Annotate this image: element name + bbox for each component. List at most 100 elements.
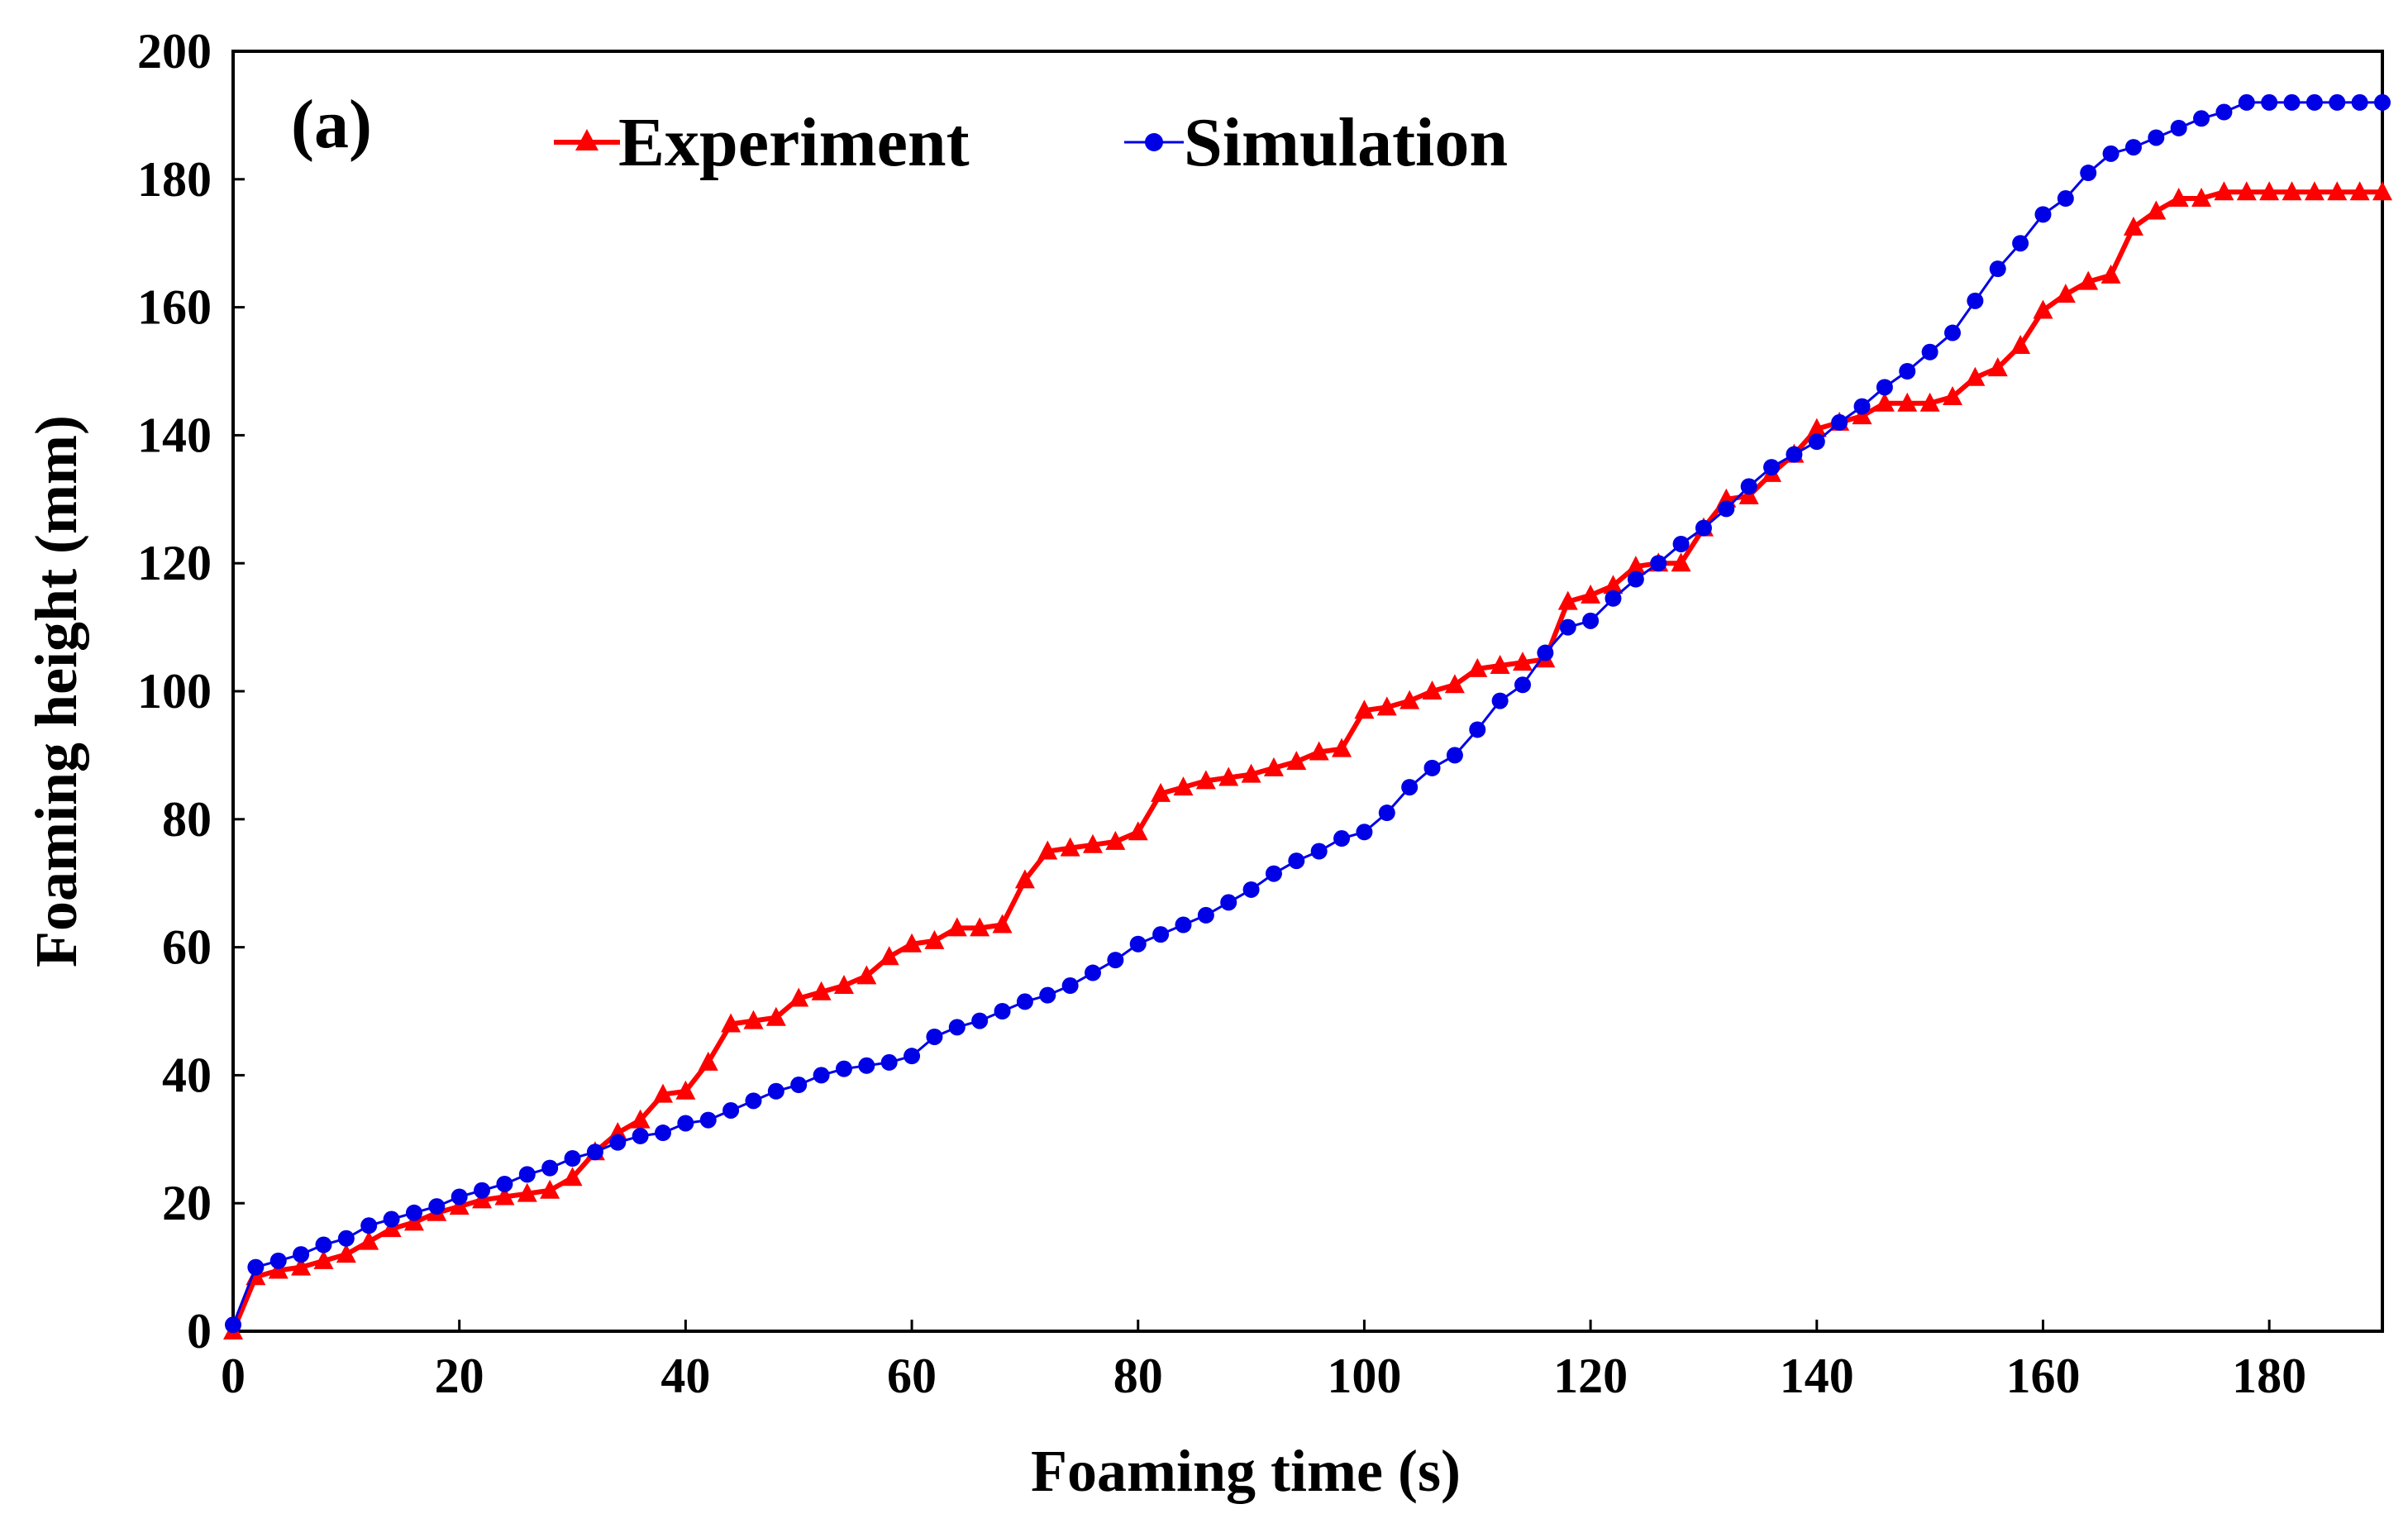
simulation-point: [2012, 235, 2029, 252]
simulation-point: [1672, 535, 1690, 552]
x-tick-label: 160: [2005, 1349, 2080, 1403]
experiment-point: [1286, 751, 1307, 771]
experiment-point: [1376, 696, 1397, 716]
experiment-point: [653, 1083, 673, 1103]
experiment-point: [2236, 181, 2257, 201]
experiment-point: [1965, 366, 1986, 386]
experiment-point: [1195, 770, 1216, 790]
simulation-point: [2148, 129, 2165, 146]
simulation-line: [231, 101, 2382, 1325]
experiment-point: [1490, 655, 1510, 675]
experiment-point: [336, 1244, 356, 1263]
experiment-point: [2146, 200, 2167, 220]
experiment-point: [2078, 270, 2099, 290]
simulation-point: [518, 1166, 536, 1183]
experiment-point: [1309, 741, 1329, 761]
experiment-point: [970, 917, 990, 937]
simulation-point: [1582, 612, 1600, 629]
experiment-point: [517, 1182, 537, 1202]
experiment-point: [1557, 590, 1578, 610]
experiment-point: [1897, 392, 1918, 412]
simulation-point: [1967, 292, 1984, 309]
simulation-point: [1627, 571, 1644, 588]
simulation-point: [1423, 759, 1441, 776]
simulation-point: [745, 1092, 762, 1110]
simulation-point: [1899, 363, 1916, 380]
experiment-point: [1943, 385, 1962, 405]
simulation-point: [813, 1067, 830, 1084]
simulation-point: [1989, 260, 2006, 278]
experiment-point: [2168, 188, 2189, 208]
simulation-point: [1356, 824, 1373, 841]
series-simulation: [225, 93, 2391, 1334]
simulation-point: [790, 1077, 808, 1094]
simulation-point: [360, 1217, 378, 1234]
simulation-point: [632, 1127, 649, 1144]
simulation-point: [541, 1159, 559, 1177]
experiment-point: [1852, 405, 1872, 425]
simulation-point: [2305, 93, 2323, 111]
panel-label: (a): [291, 86, 372, 163]
experiment-point: [449, 1196, 470, 1215]
simulation-point: [994, 1003, 1011, 1019]
simulation-point: [1537, 644, 1554, 661]
legend-simulation-marker: [1145, 133, 1163, 151]
simulation-point: [609, 1134, 627, 1151]
experiment-point: [2282, 181, 2302, 201]
experiment-point: [540, 1179, 560, 1199]
series-layer: [223, 93, 2392, 1339]
x-tick-label: 120: [1553, 1349, 1628, 1403]
experiment-point: [291, 1256, 312, 1276]
simulation-point: [904, 1048, 921, 1065]
experiment-point: [1671, 552, 1691, 572]
simulation-point: [1265, 865, 1282, 882]
experiment-point: [2349, 181, 2370, 201]
simulation-point: [474, 1182, 491, 1199]
simulation-point: [1242, 881, 1260, 898]
x-tick-label: 140: [1780, 1349, 1854, 1403]
simulation-point: [1559, 618, 1576, 636]
y-tick-label: 60: [162, 920, 212, 975]
simulation-point: [677, 1115, 694, 1132]
simulation-point: [2215, 103, 2233, 121]
y-tick-label: 120: [137, 536, 212, 590]
y-tick-label: 40: [162, 1048, 212, 1102]
simulation-point: [2124, 139, 2142, 156]
simulation-point: [1446, 747, 1463, 764]
simulation-point: [971, 1012, 989, 1029]
simulation-point: [926, 1028, 943, 1045]
simulation-point: [1197, 906, 1214, 924]
x-tick-label: 60: [887, 1349, 937, 1403]
experiment-point: [1513, 652, 1533, 671]
simulation-point: [2034, 206, 2052, 223]
simulation-point: [1853, 398, 1871, 415]
experiment-point: [2010, 335, 2031, 355]
x-tick-label: 180: [2232, 1349, 2306, 1403]
simulation-point: [655, 1125, 671, 1142]
legend-experiment-label: Experiment: [618, 104, 970, 181]
simulation-point: [2170, 119, 2187, 136]
simulation-point: [2102, 145, 2120, 162]
x-axis-ticks: 0 20 40 60 80 100 120 140 160 180: [221, 1320, 2306, 1403]
simulation-point: [835, 1060, 852, 1077]
experiment-point: [1987, 357, 2008, 377]
experiment-point: [856, 965, 877, 985]
simulation-point: [1288, 852, 1305, 870]
y-axis-label: Foaming height (mm): [23, 415, 89, 967]
experiment-point: [947, 917, 967, 937]
y-tick-label: 0: [187, 1304, 212, 1358]
y-tick-label: 180: [137, 152, 212, 207]
simulation-point: [1152, 926, 1170, 943]
experiment-point: [789, 987, 809, 1007]
simulation-point: [2329, 93, 2346, 111]
simulation-point: [451, 1188, 468, 1206]
y-tick-label: 140: [137, 408, 212, 462]
simulation-point: [1876, 379, 1893, 396]
simulation-point: [2080, 165, 2097, 182]
simulation-point: [1469, 721, 1486, 738]
simulation-point: [337, 1230, 355, 1247]
experiment-point: [879, 946, 899, 966]
experiment-point: [2033, 299, 2053, 319]
simulation-point: [1107, 952, 1124, 969]
